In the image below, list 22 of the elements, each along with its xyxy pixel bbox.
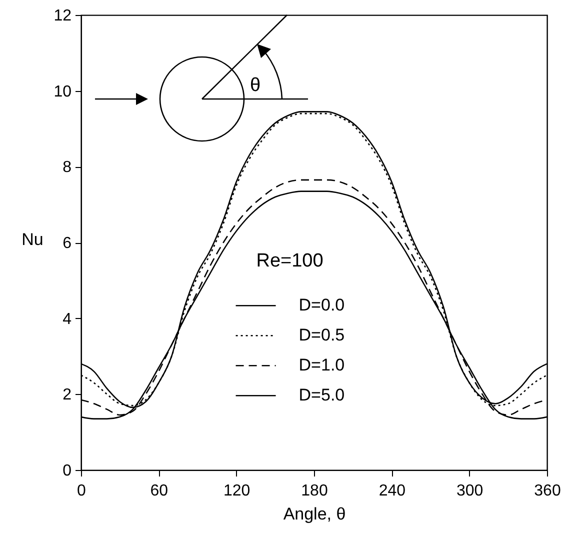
x-tick-label: 300	[456, 482, 484, 500]
x-tick-label: 120	[223, 482, 250, 500]
y-tick-label: 12	[54, 8, 72, 24]
legend-label: D=5.0	[298, 386, 345, 405]
x-tick-label: 60	[150, 482, 168, 500]
legend-label: D=0.5	[298, 326, 345, 345]
y-tick-label: 0	[62, 462, 72, 480]
legend-label: D=1.0	[298, 356, 345, 375]
x-tick-label: 0	[77, 482, 86, 500]
legend-title: Re=100	[256, 250, 324, 272]
x-tick-label: 240	[378, 482, 406, 500]
x-axis-title: Angle, θ	[283, 504, 346, 524]
y-tick-label: 4	[62, 310, 72, 328]
legend-label: D=0.0	[298, 296, 345, 315]
y-tick-label: 2	[62, 386, 72, 404]
annotation: θ	[250, 75, 261, 96]
y-tick-label: 6	[62, 235, 72, 252]
x-tick-label: 180	[301, 482, 328, 500]
y-tick-label: 8	[62, 159, 72, 176]
y-tick-label: 10	[54, 83, 72, 100]
x-tick-label: 360	[534, 482, 561, 500]
y-axis-title: Nu	[22, 230, 44, 249]
